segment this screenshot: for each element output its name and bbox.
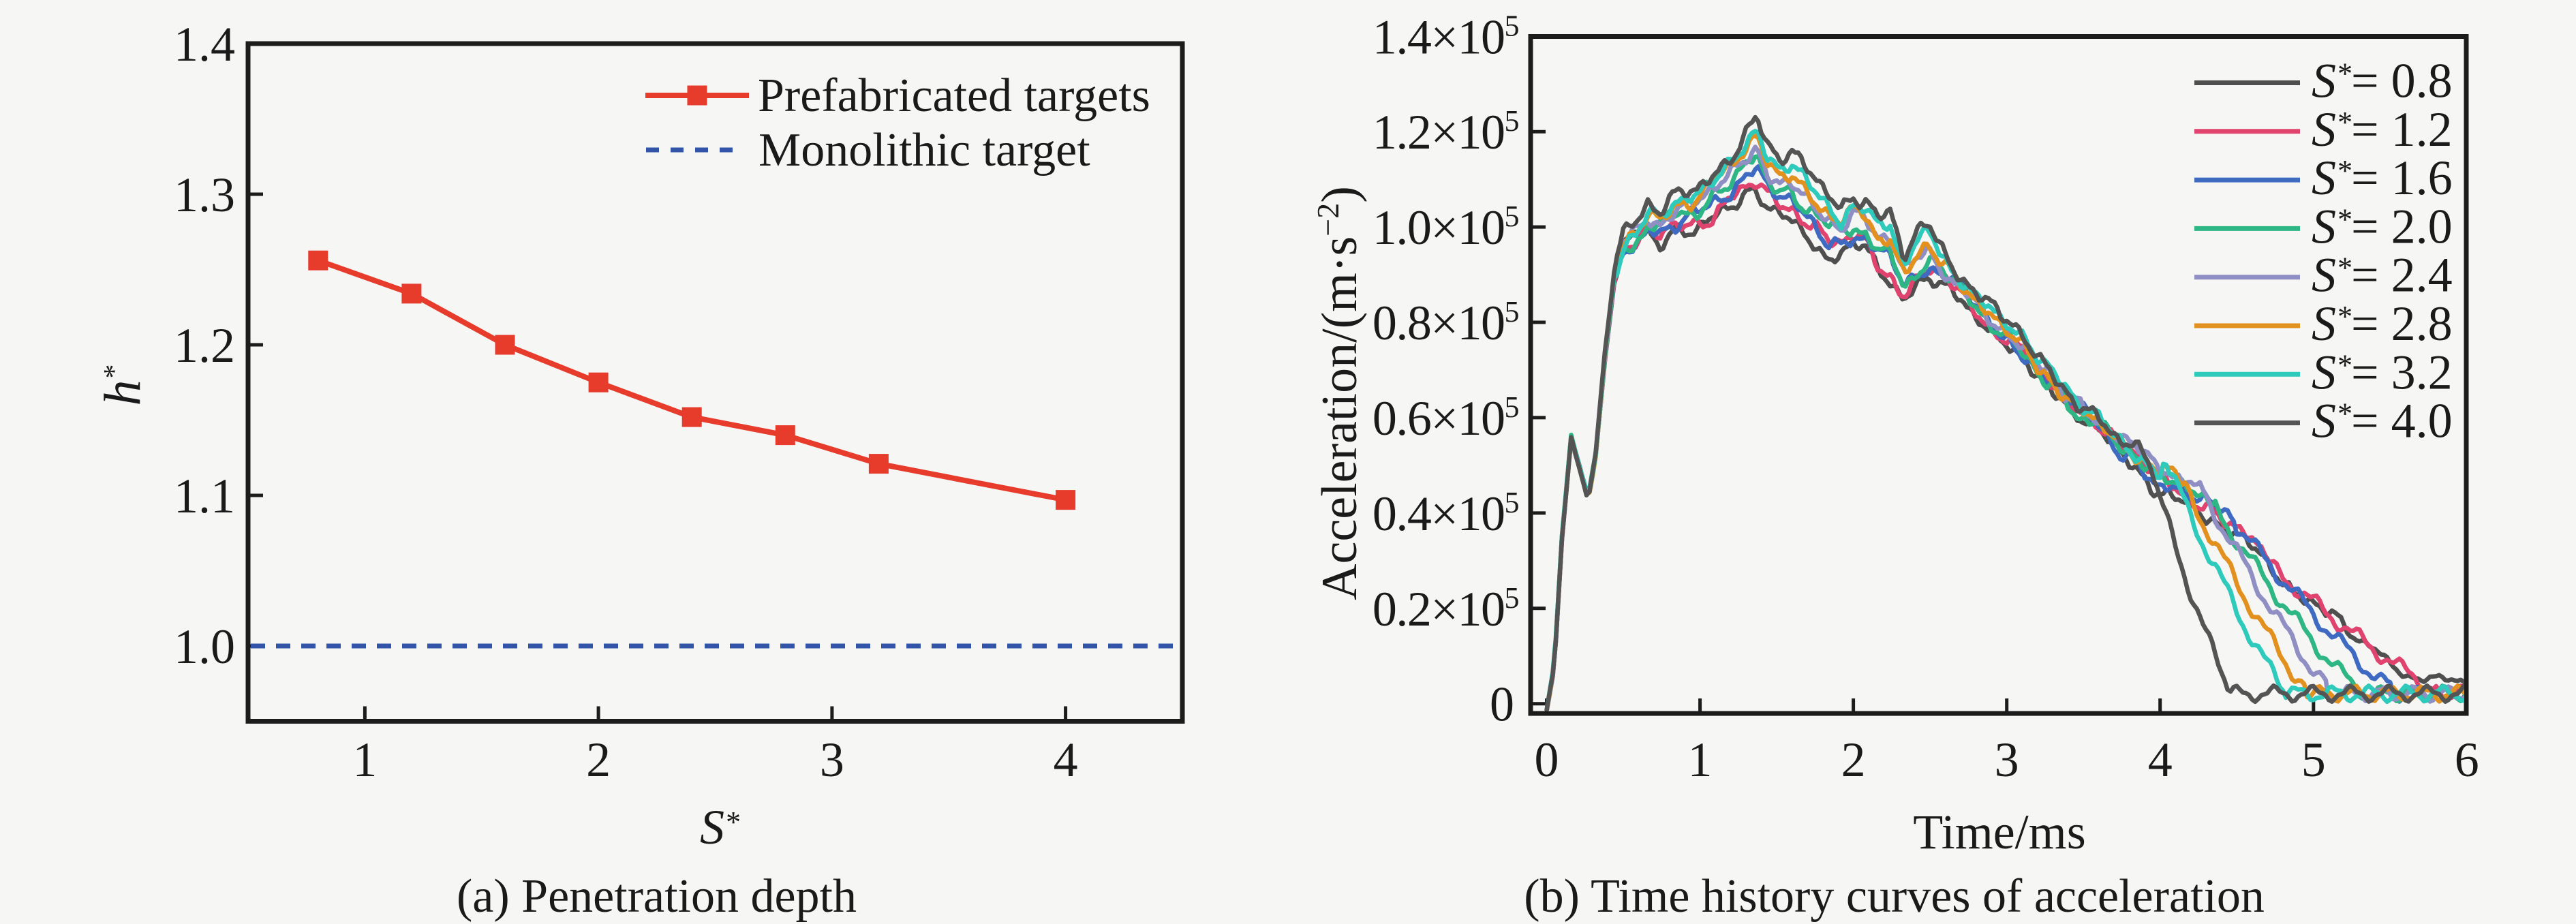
svg-text:= 3.2: = 3.2 (2351, 345, 2453, 399)
svg-text:2: 2 (1841, 733, 1866, 787)
svg-text:1.2×105: 1.2×105 (1373, 104, 1519, 159)
svg-text:0.4×105: 0.4×105 (1373, 486, 1519, 541)
svg-text:1.1: 1.1 (174, 469, 235, 523)
svg-text:Acceleration/(m·s−2): Acceleration/(m·s−2) (1310, 186, 1368, 600)
svg-text:0: 0 (1535, 733, 1559, 787)
svg-text:1.0×105: 1.0×105 (1373, 200, 1519, 255)
svg-text:1.4×105: 1.4×105 (1373, 9, 1519, 64)
svg-text:0.6×105: 0.6×105 (1373, 390, 1519, 446)
svg-text:= 4.0: = 4.0 (2351, 394, 2453, 448)
svg-text:5: 5 (2301, 733, 2326, 787)
svg-text:S*: S* (2312, 248, 2351, 303)
svg-text:6: 6 (2455, 733, 2479, 787)
svg-text:= 0.8: = 0.8 (2351, 54, 2453, 108)
svg-text:1.4: 1.4 (174, 17, 235, 72)
svg-text:1.0: 1.0 (174, 619, 235, 674)
svg-text:3: 3 (820, 733, 844, 787)
svg-text:3: 3 (1995, 733, 2019, 787)
svg-text:= 2.0: = 2.0 (2351, 199, 2453, 253)
svg-text:1: 1 (1688, 733, 1713, 787)
svg-text:0.8×105: 0.8×105 (1373, 295, 1519, 350)
svg-text:= 1.6: = 1.6 (2351, 151, 2453, 205)
svg-text:Time/ms: Time/ms (1913, 805, 2085, 859)
svg-text:= 1.2: = 1.2 (2351, 102, 2453, 157)
svg-text:S*: S* (2312, 151, 2351, 205)
svg-text:= 2.4: = 2.4 (2351, 248, 2453, 303)
svg-text:4: 4 (1054, 733, 1078, 787)
svg-text:Prefabricated targets: Prefabricated targets (758, 70, 1150, 122)
svg-text:= 2.8: = 2.8 (2351, 296, 2453, 351)
svg-text:4: 4 (2148, 733, 2173, 787)
svg-text:S*: S* (2312, 296, 2351, 351)
svg-text:2: 2 (586, 733, 611, 787)
svg-text:1.3: 1.3 (174, 168, 235, 222)
svg-text:(b) Time history curves of acc: (b) Time history curves of acceleration (1524, 870, 2265, 923)
svg-text:Monolithic target: Monolithic target (758, 124, 1090, 176)
svg-text:1: 1 (352, 733, 377, 787)
svg-text:1.2: 1.2 (174, 318, 235, 373)
svg-text:(a) Penetration depth: (a) Penetration depth (457, 870, 857, 923)
svg-text:S*: S* (2312, 199, 2351, 253)
svg-text:0: 0 (1490, 677, 1514, 732)
svg-text:0.2×105: 0.2×105 (1373, 581, 1519, 636)
